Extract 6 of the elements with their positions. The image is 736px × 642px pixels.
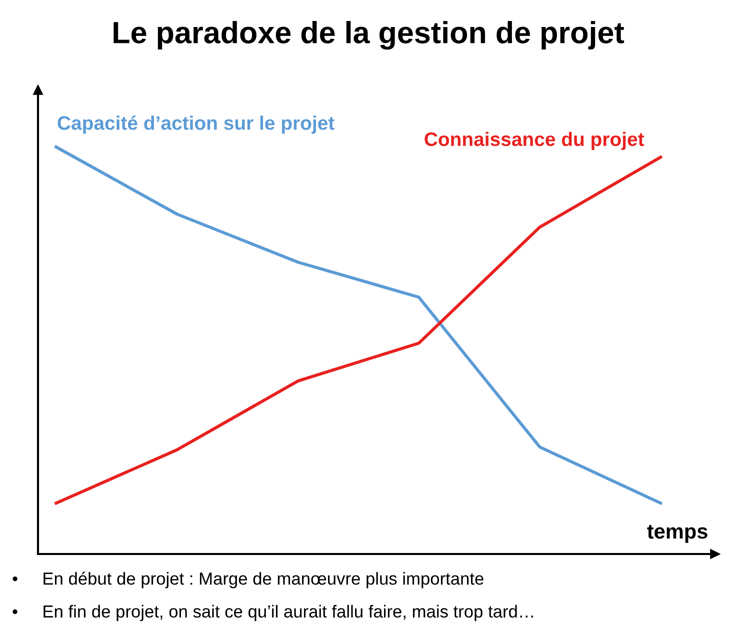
series-label: Connaissance du projet <box>424 132 644 150</box>
x-axis-title: temps <box>647 524 708 543</box>
text: • En début de projet : Marge de manœuvre plus importante <box>12 572 484 588</box>
series-label: Capacité d’action sur le projet <box>58 115 334 134</box>
text: • En fin de projet, on sait ce qu’il aurait fallu faire, mais trop tard… <box>12 604 533 622</box>
chart-title: Le paradoxe de la gestion de projet <box>114 21 624 50</box>
